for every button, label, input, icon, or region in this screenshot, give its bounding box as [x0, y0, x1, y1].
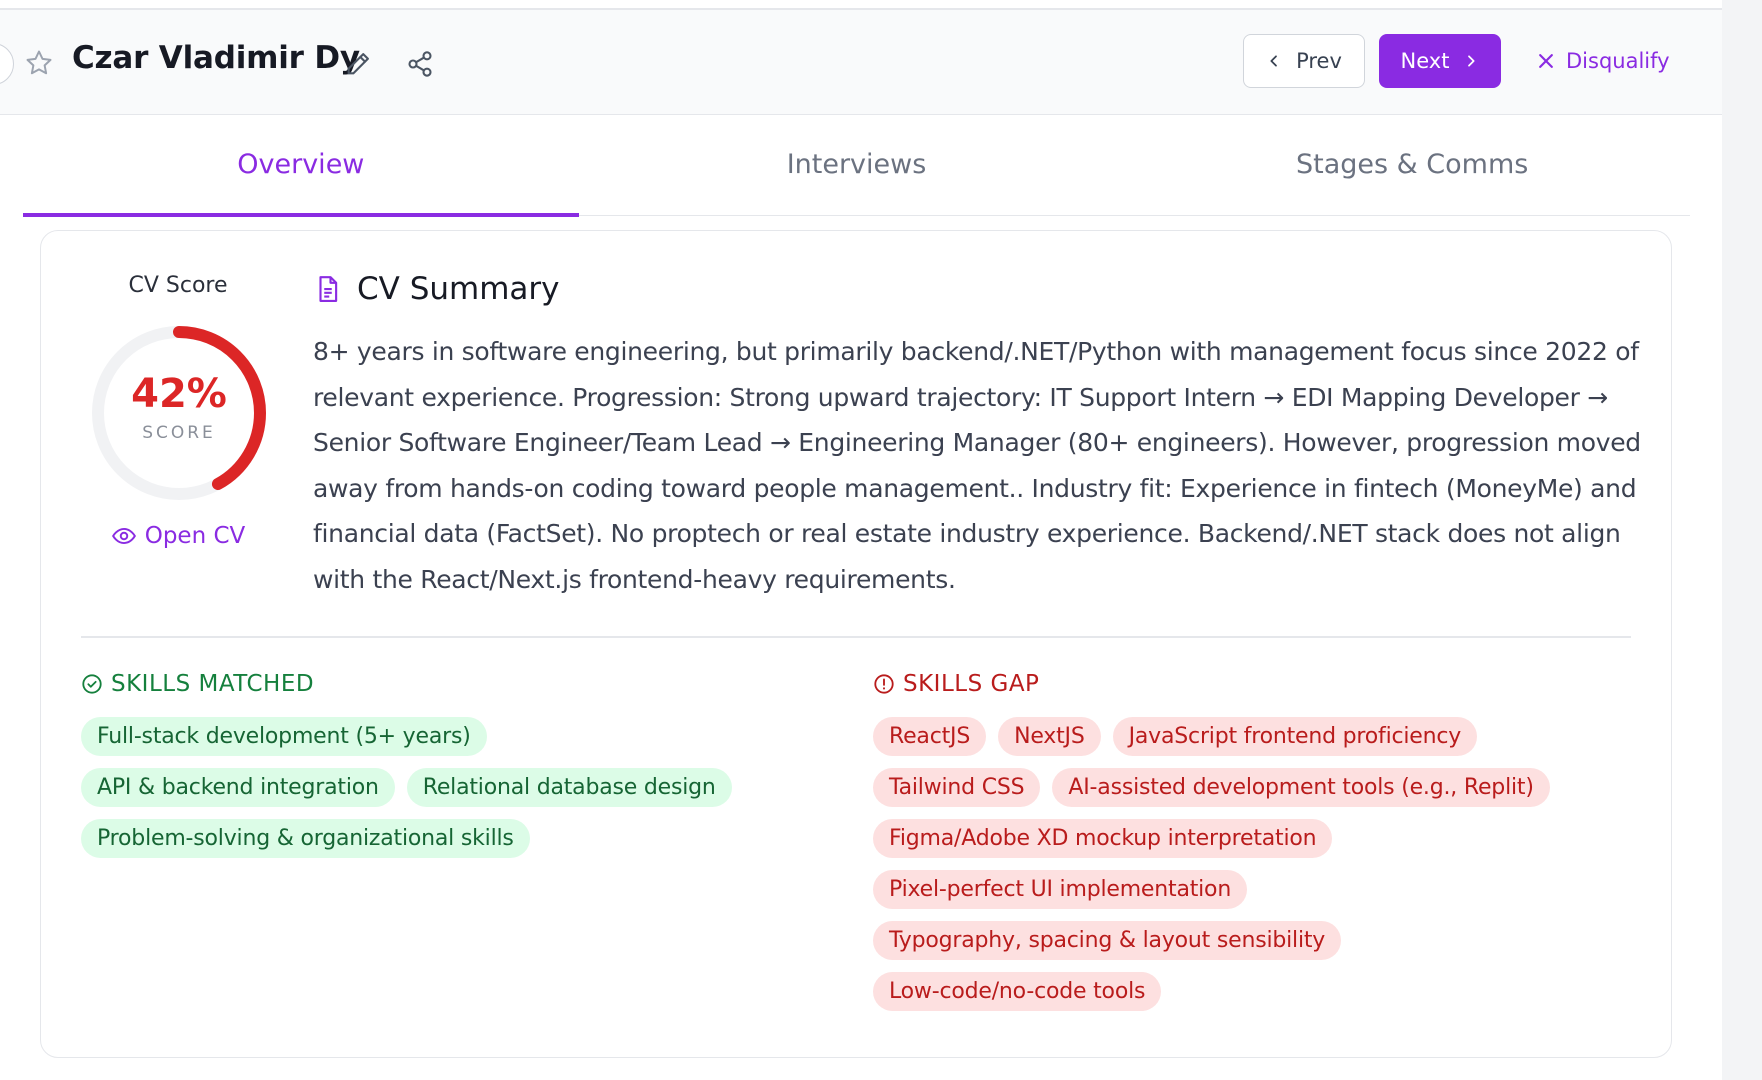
- close-icon: [1539, 54, 1553, 68]
- skill-chip-matched: Full-stack development (5+ years): [81, 717, 487, 756]
- skill-chip-gap: Figma/Adobe XD mockup interpretation: [873, 819, 1333, 858]
- skills-matched-title: SKILLS MATCHED: [111, 671, 315, 697]
- cv-score-percent: 42%: [131, 371, 227, 417]
- disqualify-button[interactable]: Disqualify: [1536, 34, 1670, 88]
- tab-bar: Overview Interviews Stages & Comms: [23, 114, 1690, 217]
- document-icon: [319, 276, 338, 302]
- skill-chip-matched: API & backend integration: [81, 768, 395, 807]
- open-cv-label: Open CV: [144, 523, 246, 549]
- skills-matched-header: SKILLS MATCHED: [81, 671, 314, 697]
- top-divider: [0, 8, 1722, 10]
- prev-label: Prev: [1296, 49, 1342, 73]
- open-cv-link[interactable]: Open CV: [41, 523, 315, 549]
- skills-matched-list: Full-stack development (5+ years) API & …: [81, 717, 801, 858]
- tab-overview[interactable]: Overview: [23, 114, 579, 217]
- next-button[interactable]: Next: [1379, 34, 1501, 88]
- cv-summary-text: 8+ years in software engineering, but pr…: [313, 337, 1641, 594]
- skill-chip-matched: Problem-solving & organizational skills: [81, 819, 530, 858]
- check-circle-icon: [82, 674, 102, 694]
- overview-card: CV Score 42% SCORE Open CV CV Summary 8+…: [40, 230, 1672, 1058]
- skill-chip-gap: AI-assisted development tools (e.g., Rep…: [1052, 768, 1550, 807]
- skill-chip-gap: Typography, spacing & layout sensibility: [873, 921, 1342, 960]
- window-edge: [1722, 0, 1762, 1080]
- skill-chip-matched: Relational database design: [406, 768, 732, 807]
- alert-circle-icon: [874, 674, 894, 694]
- chevron-right-icon: [1468, 55, 1475, 67]
- skill-chip-gap: NextJS: [998, 717, 1101, 756]
- chevron-left-icon: [1270, 55, 1277, 67]
- tab-stages-comms[interactable]: Stages & Comms: [1296, 149, 1529, 180]
- skills-gap-title: SKILLS GAP: [903, 671, 1040, 697]
- skill-chip-gap: ReactJS: [873, 717, 987, 756]
- skill-chip-gap: Low-code/no-code tools: [873, 972, 1162, 1011]
- skills-gap-header: SKILLS GAP: [873, 671, 1039, 697]
- skill-chip-gap: Tailwind CSS: [873, 768, 1041, 807]
- star-icon[interactable]: [24, 48, 54, 78]
- skill-chip-gap: Pixel-perfect UI implementation: [873, 870, 1248, 909]
- cv-score-gauge: [92, 326, 266, 500]
- skills-gap-list: ReactJS NextJS JavaScript frontend profi…: [873, 717, 1593, 1011]
- eye-icon: [111, 527, 136, 545]
- cv-score-sub-label: SCORE: [142, 423, 216, 443]
- cv-summary-header: CV Summary: [313, 271, 560, 307]
- candidate-name: Czar Vladimir Dy: [72, 40, 360, 76]
- cv-score-label: CV Score: [128, 273, 228, 298]
- gauge-fill: [92, 326, 266, 500]
- pencil-icon[interactable]: [344, 50, 372, 78]
- share-icon[interactable]: [406, 50, 434, 78]
- disqualify-label: Disqualify: [1566, 49, 1670, 73]
- cv-summary-title: CV Summary: [357, 271, 560, 307]
- prev-button[interactable]: Prev: [1243, 34, 1365, 88]
- next-label: Next: [1400, 49, 1450, 73]
- candidate-header: Czar Vladimir Dy Prev Next Disqualify: [0, 10, 1722, 115]
- back-button[interactable]: [0, 43, 14, 85]
- tab-interviews[interactable]: Interviews: [786, 149, 927, 180]
- section-divider: [81, 636, 1631, 638]
- skill-chip-gap: JavaScript frontend proficiency: [1112, 717, 1478, 756]
